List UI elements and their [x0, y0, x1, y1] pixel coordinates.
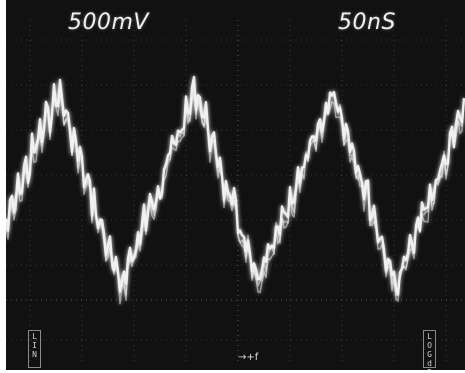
time-per-div-readout: 50nS: [338, 10, 396, 35]
log-db-mode-label: LOG dB: [423, 330, 436, 370]
lin-mode-label: LIN: [28, 330, 41, 368]
waveform-trace-pass: [6, 90, 465, 305]
waveform-trace: [6, 75, 465, 305]
trigger-marker: →+f: [238, 352, 259, 363]
oscilloscope-screen: 500mV 50nS LIN LOG dB →+f: [6, 0, 465, 370]
scope-display: [6, 20, 465, 365]
waveform-trace-pass: [6, 75, 465, 296]
volts-per-div-readout: 500mV: [68, 10, 149, 35]
